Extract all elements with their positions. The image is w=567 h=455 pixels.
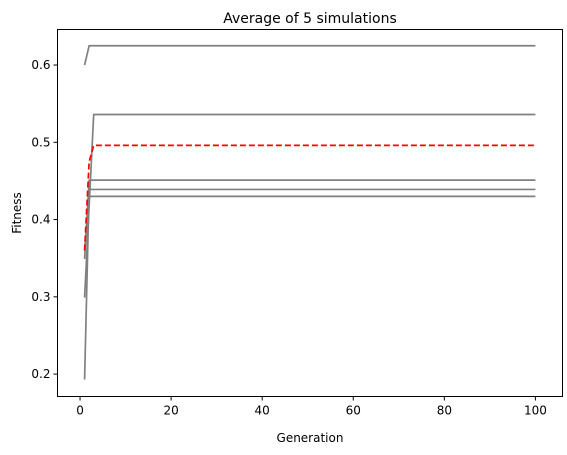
y-tick-label: 0.4	[31, 213, 50, 227]
simulation-series-line-1	[83, 44, 536, 66]
x-tick-label: 60	[346, 404, 361, 418]
y-tick-label: 0.5	[31, 135, 50, 149]
y-tick-label: 0.2	[31, 367, 50, 381]
simulation-series-line-4	[83, 188, 536, 380]
y-tick-label: 0.3	[31, 290, 50, 304]
x-tick-label: 0	[76, 404, 84, 418]
y-axis-ticks: 0.2 0.3 0.4 0.5 0.6	[31, 58, 58, 381]
simulation-series-line-2	[83, 113, 536, 298]
x-tick-label: 40	[255, 404, 270, 418]
plot-frame	[57, 29, 563, 397]
x-tick-label: 80	[437, 404, 452, 418]
y-tick-label: 0.6	[31, 58, 50, 72]
x-tick-label: 20	[163, 404, 178, 418]
average-series-line	[83, 144, 536, 251]
x-tick-label: 100	[524, 404, 547, 418]
chart-title: Average of 5 simulations	[223, 11, 397, 27]
x-axis-ticks: 0 20 40 60 80 100	[76, 396, 547, 418]
simulation-series-line-5	[83, 195, 536, 251]
y-axis-label: Fitness	[10, 192, 24, 234]
simulation-series-line-3	[83, 179, 536, 260]
x-axis-label: Generation	[277, 431, 344, 445]
series-layer	[83, 44, 536, 380]
